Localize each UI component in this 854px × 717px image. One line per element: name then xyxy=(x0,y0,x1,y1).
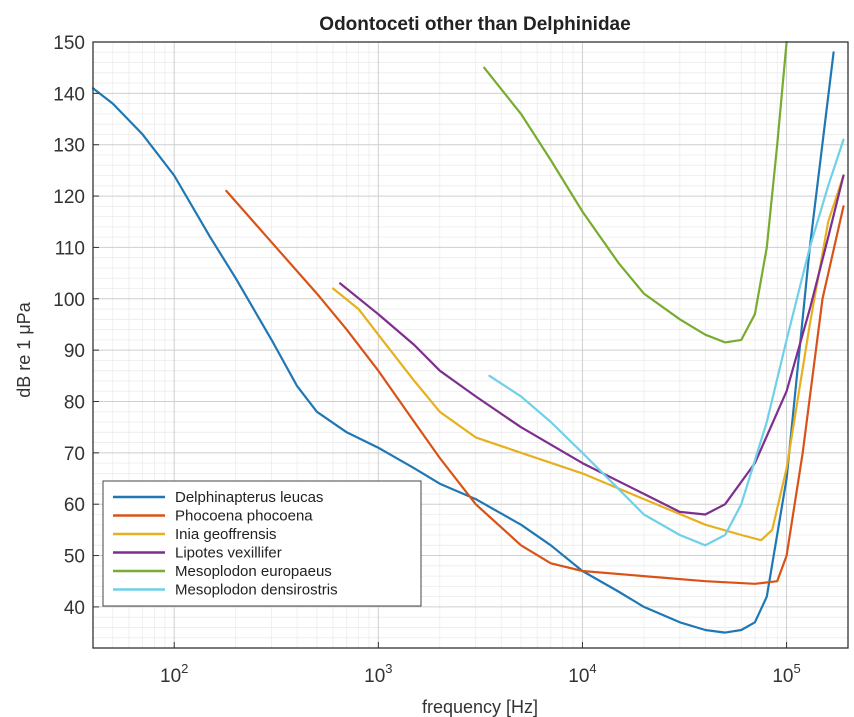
series-line-3 xyxy=(332,174,845,542)
y-tick-label: 60 xyxy=(64,495,85,516)
y-tick-label: 70 xyxy=(64,444,85,465)
major-grid xyxy=(93,41,848,648)
y-tick-label: 40 xyxy=(64,598,85,619)
legend-entry: Mesoplodon europaeus xyxy=(175,563,332,580)
y-axis-label: dB re 1 μPa xyxy=(14,301,34,397)
y-tick-label: 50 xyxy=(64,547,85,568)
series-line-6 xyxy=(488,138,845,547)
y-tick-label: 110 xyxy=(55,238,85,259)
y-tick-label: 130 xyxy=(53,136,85,157)
x-tick-label: 103 xyxy=(364,661,392,687)
x-tick-label: 102 xyxy=(160,661,188,687)
legend-entry: Phocoena phocoena xyxy=(175,508,313,525)
plot-frame xyxy=(92,41,849,649)
series-layer xyxy=(91,40,845,634)
chart-title: Odontoceti other than Delphinidae xyxy=(319,14,630,35)
x-axis-label: frequency [Hz] xyxy=(422,697,538,717)
series-line-1 xyxy=(91,51,835,634)
legend-entry: Mesoplodon densirostris xyxy=(175,582,338,599)
legend-box xyxy=(102,480,422,607)
y-tick-label: 90 xyxy=(64,341,85,362)
series-line-5 xyxy=(483,40,788,344)
series-line-2 xyxy=(225,189,845,585)
y-tick-label: 120 xyxy=(53,187,85,208)
x-axis: 102 103 104 105 xyxy=(160,642,801,687)
x-tick-label: 104 xyxy=(568,661,596,687)
legend: Delphinapterus leucas Phocoena phocoenaIn… xyxy=(102,480,422,607)
y-tick-label: 150 xyxy=(53,33,85,54)
series-line-4 xyxy=(339,174,845,516)
legend-entry: Inia geoffrensis xyxy=(175,526,276,543)
legend-entry: Delphinapterus leucas xyxy=(175,489,323,506)
y-tick-label: 100 xyxy=(53,290,85,311)
y-tick-label: 80 xyxy=(64,392,85,413)
y-axis: 40 50 60 70 80 90 100 110 120 130 140 150 xyxy=(53,33,99,619)
y-tick-label: 140 xyxy=(53,84,85,105)
x-tick-label: 105 xyxy=(772,661,800,687)
legend-entry: Lipotes vexillifer xyxy=(175,545,282,562)
